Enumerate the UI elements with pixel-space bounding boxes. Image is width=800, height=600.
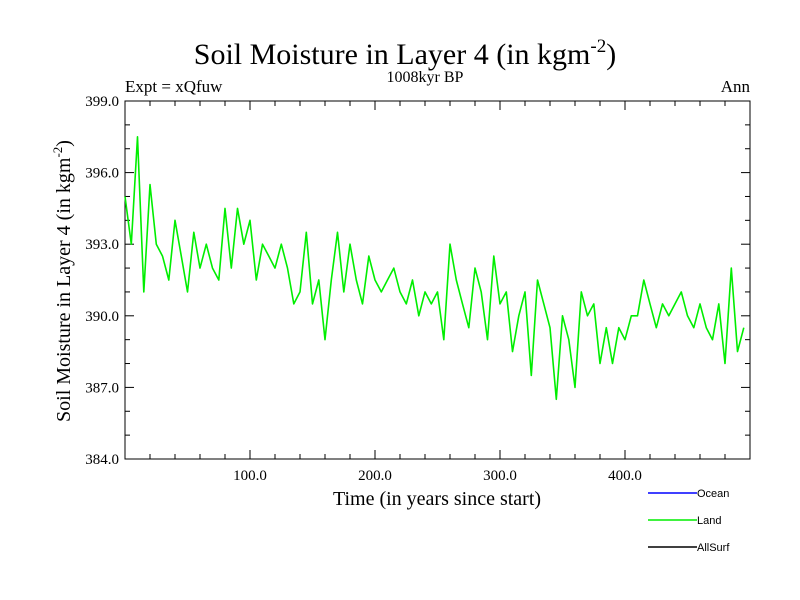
legend-label-land: Land: [697, 515, 721, 527]
y-tick-label: 396.0: [85, 166, 119, 182]
y-tick-label: 384.0: [85, 452, 119, 468]
plot-frame: [124, 100, 751, 460]
x-tick-label: 200.0: [358, 468, 392, 484]
axis-ticks: [125, 101, 750, 459]
chart-title: Soil Moisture in Layer 4 (in kgm-2): [194, 36, 616, 71]
chart-subtitle: 1008kyr BP: [387, 69, 464, 86]
x-axis-label: Time (in years since start): [333, 488, 541, 510]
legend-label-allsurf: AllSurf: [697, 542, 730, 554]
series-line-land: [124, 136, 745, 401]
x-tick-label: 100.0: [233, 468, 267, 484]
series-layer: [124, 136, 745, 401]
y-tick-label: 387.0: [85, 380, 119, 396]
legend: Ocean Land AllSurf: [648, 488, 730, 554]
y-tick-label: 399.0: [85, 94, 119, 110]
x-tick-label: 400.0: [608, 468, 642, 484]
x-tick-label: 300.0: [483, 468, 517, 484]
y-tick-label: 390.0: [85, 309, 119, 325]
season-label: Ann: [721, 77, 751, 96]
y-tick-label: 393.0: [85, 237, 119, 253]
experiment-label: Expt = xQfuw: [125, 77, 223, 96]
tick-labels: 100.0 200.0 300.0 400.0 384.0 387.0 390.0 393.0…: [85, 94, 642, 484]
y-axis-label: Soil Moisture in Layer 4 (in kgm-2): [50, 140, 75, 422]
legend-label-ocean: Ocean: [697, 488, 729, 500]
